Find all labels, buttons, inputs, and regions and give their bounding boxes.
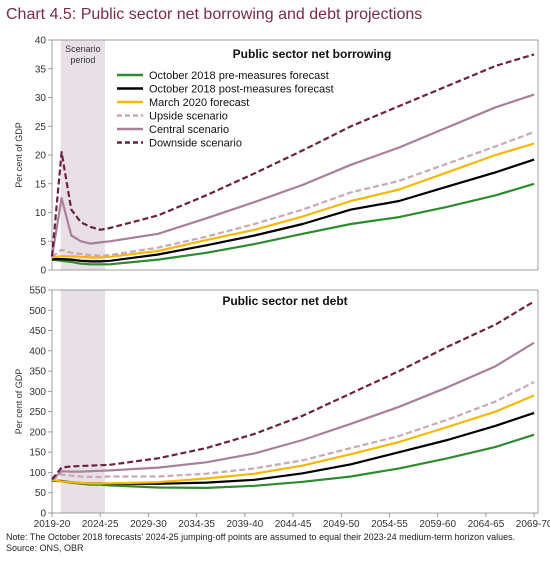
plot-frame	[51, 289, 539, 514]
x-tick-label: 2069-70	[516, 519, 550, 530]
y-tick-label: 35	[35, 64, 47, 75]
y-tick-label: 0	[40, 266, 46, 277]
y-tick-label: 250	[29, 407, 46, 418]
y-tick-label: 400	[29, 346, 46, 357]
series-line-downside	[51, 300, 535, 480]
series-line-Mar2020	[51, 142, 535, 259]
series-line-Mar2020	[51, 394, 535, 485]
legend-label-upside: Upside scenario	[149, 111, 228, 123]
scenario-label-line1: Scenario	[65, 44, 101, 54]
panel-debt: 0 50 100 150 200 250 300 350 400 450 500 550 Per cen…	[14, 286, 539, 520]
y-tick-label: 300	[29, 387, 46, 398]
y-tick-label: 500	[29, 306, 46, 317]
scenario-period-shade	[60, 290, 106, 513]
y-tick-label: 15	[35, 179, 47, 190]
note-text: Note: The October 2018 forecasts' 2024-2…	[6, 532, 516, 542]
panel-title: Public sector net debt	[222, 294, 347, 308]
legend: October 2018 pre-measures forecast Octobe…	[117, 70, 334, 150]
legend-label-Mar2020: March 2020 forecast	[149, 97, 249, 109]
y-tick-label: 350	[29, 367, 46, 378]
y-tick-label: 450	[29, 326, 46, 337]
y-tick-label: 550	[29, 286, 46, 297]
y-tick-label: 200	[29, 427, 46, 438]
x-tick-label: 2024-25	[82, 519, 119, 530]
series-line-central	[50, 93, 535, 257]
y-tick-label: 30	[35, 93, 47, 104]
y-tick-label: 20	[35, 151, 47, 162]
y-tick-label: 50	[35, 488, 47, 499]
legend-label-central: Central scenario	[149, 124, 229, 136]
legend-label-downside: Downside scenario	[149, 138, 242, 150]
series-line-Oct2018post	[52, 158, 535, 263]
y-tick-label: 5	[40, 237, 46, 248]
y-axis-label: Per cent of GDP	[14, 122, 24, 188]
x-tick-label: 2029-30	[130, 519, 167, 530]
y-tick-label: 100	[29, 468, 46, 479]
x-tick-label: 2034-35	[178, 519, 215, 530]
chart-title: Chart 4.5: Public sector net borrowing a…	[6, 6, 423, 23]
series-line-central	[51, 341, 535, 481]
y-tick-label: 10	[35, 208, 47, 219]
panel-borrowing: 0 5 10 15 20 25 30 35 40 Per cent of GDP Public se…	[14, 36, 539, 277]
y-tick-label: 150	[29, 448, 46, 459]
legend-label-Oct2018post: October 2018 post-measures forecast	[149, 84, 334, 96]
chart-note: Note: The October 2018 forecasts' 2024-2…	[6, 532, 546, 554]
x-tick-label: 2039-40	[227, 519, 264, 530]
x-tick-label: 2064-65	[468, 519, 505, 530]
source-text: Source: ONS, OBR	[6, 543, 84, 553]
series-line-downside	[50, 53, 535, 257]
legend-label-Oct2018pre: October 2018 pre-measures forecast	[149, 70, 329, 82]
x-tick-label: 2019-20	[34, 519, 71, 530]
y-tick-label: 40	[35, 36, 47, 47]
y-tick-label: 0	[40, 509, 46, 520]
y-axis-label: Per cent of GDP	[14, 369, 24, 435]
x-tick-label: 2054-55	[371, 519, 408, 530]
x-tick-label: 2059-60	[419, 519, 456, 530]
x-tick-label: 2049-50	[323, 519, 360, 530]
panel-title: Public sector net borrowing	[233, 47, 392, 61]
y-tick-label: 25	[35, 122, 47, 133]
series-line-Oct2018pre	[51, 182, 535, 266]
scenario-label-line2: period	[70, 55, 95, 65]
scenario-period-shade	[60, 40, 106, 270]
series-line-upside	[51, 381, 535, 481]
x-tick-label: 2044-45	[275, 519, 312, 530]
